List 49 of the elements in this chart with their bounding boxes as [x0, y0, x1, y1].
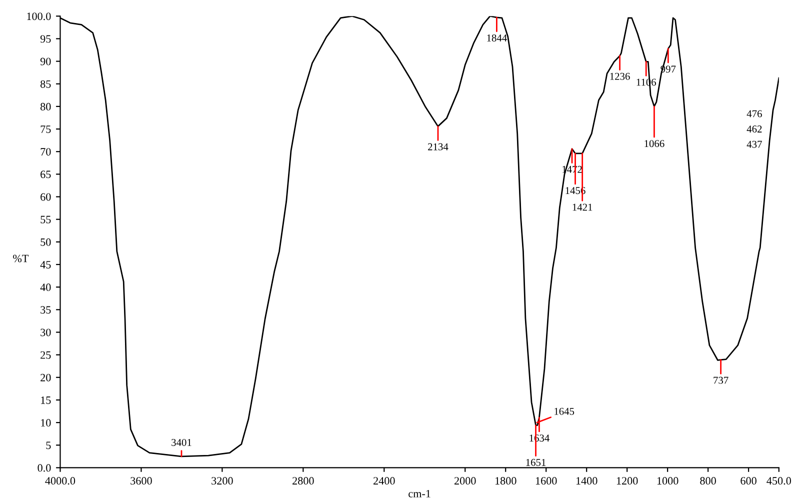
y-tick-label: 40	[40, 284, 51, 292]
y-tick-label: 35	[40, 306, 51, 314]
y-tick-label: 0.0	[38, 464, 51, 472]
annotation: 1651	[526, 458, 546, 466]
x-tick-label: 2000	[454, 477, 476, 485]
annotation: 437	[746, 140, 762, 148]
y-tick-label: 15	[41, 396, 51, 404]
y-tick-label: 5	[46, 442, 51, 450]
x-tick-label: 2800	[292, 477, 314, 485]
x-tick-label: 1200	[616, 477, 638, 485]
x-tick-label: 3600	[130, 477, 152, 485]
x-axis-title: cm-1	[408, 490, 430, 498]
y-tick-label: 45	[40, 261, 51, 268]
y-tick-label: 55	[40, 216, 51, 224]
y-tick-label: 70	[40, 148, 51, 156]
annotation: 737	[714, 376, 728, 384]
annotation: 3401	[172, 438, 192, 446]
y-axis-title: %T	[13, 254, 29, 262]
x-tick-label: 1600	[536, 477, 557, 485]
y-tick-label: 100.0	[27, 12, 51, 20]
y-tick-label: 10	[41, 419, 51, 427]
y-tick-label: 75	[40, 126, 51, 133]
annotation: 1844	[487, 34, 507, 42]
x-tick-label: 1400	[576, 477, 598, 485]
y-tick-label: 50	[40, 238, 51, 246]
y-tick-label: 20	[40, 374, 51, 382]
x-tick-label: 450.0	[766, 477, 791, 485]
y-tick-label: 30	[40, 328, 51, 336]
y-tick-label: 95	[40, 35, 51, 43]
annotation: 1236	[610, 72, 630, 80]
y-tick-label: 65	[40, 170, 51, 178]
x-tick-label: 800	[700, 477, 716, 485]
y-tick-label: 80	[40, 102, 51, 110]
y-tick-label: 25	[40, 351, 51, 359]
annotation: 1066	[644, 140, 664, 148]
x-tick-label: 3200	[212, 477, 233, 485]
annotation: 476	[746, 110, 762, 118]
y-tick-label: 85	[40, 80, 51, 88]
y-tick-label: 90	[40, 58, 51, 66]
x-tick-label: 600	[740, 477, 756, 485]
annotation: 462	[746, 126, 762, 133]
annotation: 1645	[554, 408, 574, 415]
y-tick-label: 60	[40, 193, 51, 201]
x-tick-label: 4000.0	[45, 477, 76, 485]
annotation: 1421	[572, 204, 592, 211]
annotation: 2134	[428, 143, 448, 150]
x-tick-label: 1000	[657, 477, 678, 485]
x-tick-label: 1800	[495, 477, 516, 485]
x-tick-label: 2400	[374, 477, 395, 485]
